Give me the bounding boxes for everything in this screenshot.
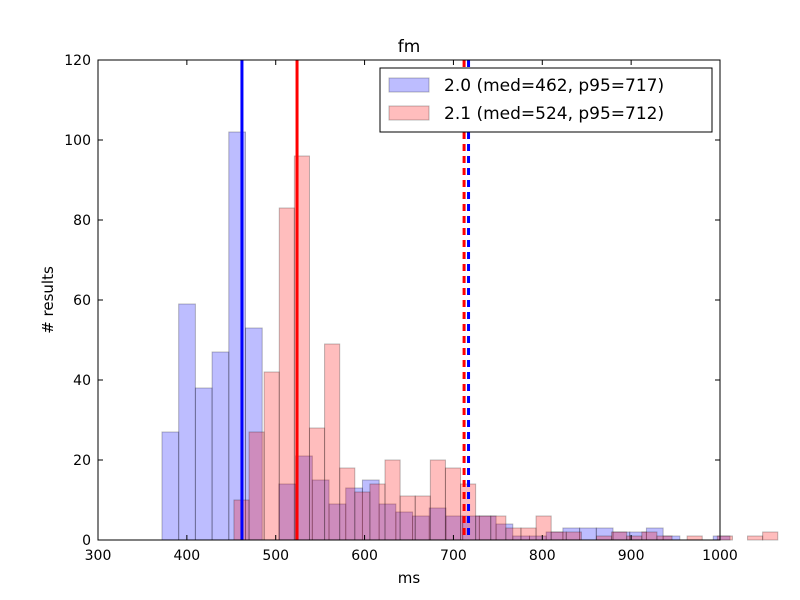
histogram-bar-series-2	[535, 515, 552, 541]
histogram-bar-series-2	[414, 495, 431, 541]
histogram-bar-series-2	[324, 343, 341, 541]
y-tick-label: 60	[73, 293, 91, 309]
histogram-bar-series-2	[505, 527, 522, 541]
histogram-bar-series-2	[490, 515, 507, 541]
histogram-bar-series-2	[747, 535, 764, 541]
histogram-bar-series-2	[475, 515, 492, 541]
x-tick-label: 900	[618, 548, 645, 564]
histogram-bar-series-1	[712, 535, 731, 541]
x-tick-label: 500	[262, 548, 289, 564]
histogram-bar-series-2	[399, 495, 416, 541]
histogram-bar-series-2	[444, 467, 462, 541]
y-tick-label: 120	[64, 53, 91, 69]
histogram-bar-series-1	[178, 303, 196, 541]
histogram-bar-series-2	[565, 531, 582, 541]
legend-box	[379, 67, 713, 133]
x-tick-label: 1000	[702, 548, 738, 564]
x-tick-label: 600	[351, 548, 378, 564]
histogram-bar-series-2	[248, 431, 265, 541]
histogram-bar-series-2	[686, 535, 703, 541]
x-tick-label: 400	[173, 548, 200, 564]
histogram-bar-series-2	[611, 531, 628, 541]
histogram-bar-series-1	[579, 527, 597, 541]
histogram-bar-series-2	[308, 427, 326, 541]
y-tick-label: 100	[64, 133, 91, 149]
histogram-bar-series-2	[520, 527, 537, 541]
legend-label: 2.0 (med=462, p95=717)	[444, 76, 664, 96]
x-axis-label: ms	[398, 569, 421, 587]
histogram-bar-series-2	[429, 459, 446, 541]
histogram-bar-series-2	[354, 491, 371, 541]
legend-label: 2.1 (med=524, p95=712)	[444, 104, 664, 124]
x-tick-label: 300	[85, 548, 112, 564]
histogram-bar-series-2	[339, 467, 356, 541]
statistic-lines	[240, 60, 471, 540]
legend-swatch	[388, 105, 430, 121]
y-tick-label: 80	[73, 213, 91, 229]
histogram-bar-series-2	[656, 535, 673, 541]
histogram-bar-series-2	[626, 535, 643, 541]
histogram-bar-series-2	[762, 531, 779, 541]
x-tick-label: 700	[440, 548, 467, 564]
y-tick-label: 0	[82, 533, 91, 549]
histogram-bar-series-2	[369, 483, 386, 541]
legend: 2.0 (med=462, p95=717) 2.1 (med=524, p95=…	[379, 67, 713, 133]
histogram-bar-series-2	[384, 459, 401, 541]
histogram-bar-series-2	[716, 535, 733, 541]
histogram-bar-series-2	[595, 535, 613, 541]
legend-swatch	[388, 77, 430, 93]
chart-title: fm	[398, 37, 421, 57]
histogram-bar-series-1	[194, 387, 213, 541]
histogram-bar-series-2	[263, 371, 280, 541]
y-tick-label: 20	[73, 453, 91, 469]
histogram-bar-series-1	[211, 351, 230, 541]
x-tick-label: 800	[529, 548, 556, 564]
histogram-bar-series-2	[641, 531, 658, 541]
histogram-bar-series-2	[278, 207, 295, 541]
y-axis-label: # results	[39, 266, 57, 334]
y-tick-label: 40	[73, 373, 91, 389]
histogram-bar-series-1	[161, 431, 180, 541]
histogram-bar-series-2	[550, 531, 567, 541]
axis-ticks: 300 400 500 600 700 800 900 1000 0 20 40 60 80 100 120	[64, 53, 738, 564]
